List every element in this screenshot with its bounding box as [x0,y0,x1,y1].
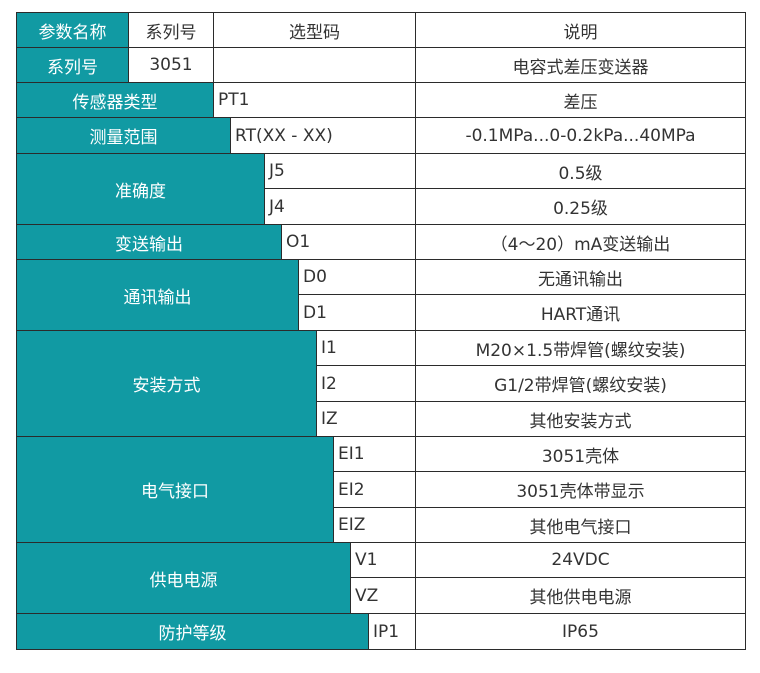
selection-table: 参数名称 系列号 选型码 说明 系列号 3051 电容式差压变送器 传感器类型 … [16,12,746,650]
desc-protection: IP65 [415,614,745,649]
label-output: 变送输出 [17,225,282,260]
desc-power-vz: 其他供电电源 [415,578,745,614]
label-comm: 通讯输出 [17,260,299,331]
desc-output: （4～20）mA变送输出 [415,225,745,260]
desc-mount-i2: G1/2带焊管(螺纹安装) [415,366,745,402]
code-electrical-ei1: EI1 [334,437,415,472]
label-protection: 防护等级 [17,614,369,649]
desc-power-v1: 24VDC [415,543,745,578]
desc-accuracy-j5: 0.5级 [415,154,745,189]
header-param-name: 参数名称 [17,13,129,48]
header-series: 系列号 [129,13,214,48]
code-mount-i1: I1 [317,331,415,366]
header-selection-code: 选型码 [214,13,415,48]
label-mount: 安装方式 [17,331,317,437]
label-power: 供电电源 [17,543,351,614]
label-electrical: 电气接口 [17,437,334,543]
code-sensor-type: PT1 [214,83,415,118]
desc-mount-iz: 其他安装方式 [415,402,745,437]
code-series: 3051 [129,48,214,83]
desc-range: -0.1MPa...0-0.2kPa...40MPa [415,118,745,154]
code-electrical-eiz: EIZ [334,508,415,543]
header-description: 说明 [415,13,745,48]
desc-mount-i1: M20×1.5带焊管(螺纹安装) [415,331,745,366]
label-range: 测量范围 [17,118,231,154]
code-comm-d0: D0 [299,260,415,295]
desc-comm-d0: 无通讯输出 [415,260,745,295]
desc-electrical-ei1: 3051壳体 [415,437,745,472]
desc-electrical-ei2: 3051壳体带显示 [415,472,745,508]
code-comm-d1: D1 [299,295,415,331]
code-accuracy-j4: J4 [265,189,415,225]
code-protection: IP1 [373,621,400,642]
desc-sensor-type: 差压 [415,83,745,118]
label-sensor-type: 传感器类型 [17,83,214,118]
desc-series: 电容式差压变送器 [415,48,745,83]
desc-accuracy-j4: 0.25级 [415,189,745,225]
code-series-blank [214,48,415,83]
code-mount-i2: I2 [317,366,415,402]
code-electrical-ei2: EI2 [334,472,415,508]
code-power-v1: V1 [351,543,415,578]
code-range: RT(XX - XX) [231,118,415,154]
desc-comm-d1: HART通讯 [415,295,745,331]
code-accuracy-j5: J5 [265,154,415,189]
code-output: O1 [282,225,415,260]
desc-electrical-eiz: 其他电气接口 [415,508,745,543]
code-mount-iz: IZ [317,402,415,437]
code-power-vz: VZ [351,578,415,614]
label-series: 系列号 [17,48,129,83]
label-accuracy: 准确度 [17,154,265,225]
